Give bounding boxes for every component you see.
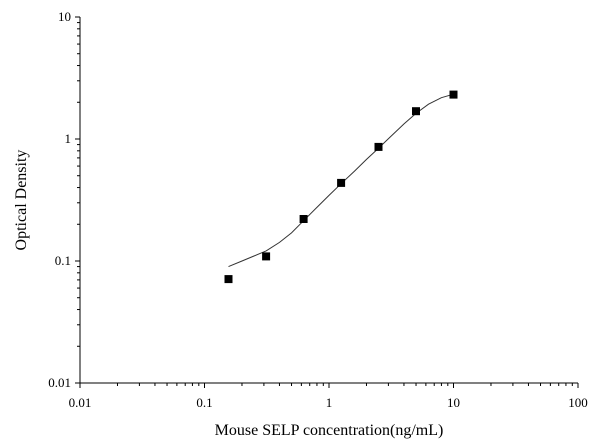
- x-tick-label: 100: [568, 395, 588, 410]
- data-point: [262, 252, 271, 261]
- data-point: [449, 90, 458, 99]
- y-tick-label: 10: [58, 9, 71, 24]
- y-axis-title: Optical Density: [13, 150, 30, 251]
- y-tick-label: 1: [65, 131, 72, 146]
- x-axis-ticks: 0.01 0.1 1 10 100: [69, 383, 588, 410]
- x-tick-label: 1: [326, 395, 333, 410]
- data-point: [224, 275, 233, 284]
- data-point: [299, 215, 308, 223]
- data-points: [224, 90, 458, 284]
- x-tick-label: 0.1: [196, 395, 212, 410]
- y-axis-ticks: 0.01 0.1 1 10: [48, 9, 80, 390]
- data-point: [374, 142, 383, 151]
- y-tick-label: 0.01: [48, 375, 71, 390]
- data-point: [337, 178, 346, 187]
- y-tick-label: 0.1: [55, 253, 71, 268]
- x-tick-label: 0.01: [69, 395, 92, 410]
- data-point: [412, 107, 420, 116]
- x-axis-title: Mouse SELP concentration(ng/mL): [215, 422, 444, 439]
- axes: [79, 17, 578, 384]
- x-tick-label: 10: [447, 395, 460, 410]
